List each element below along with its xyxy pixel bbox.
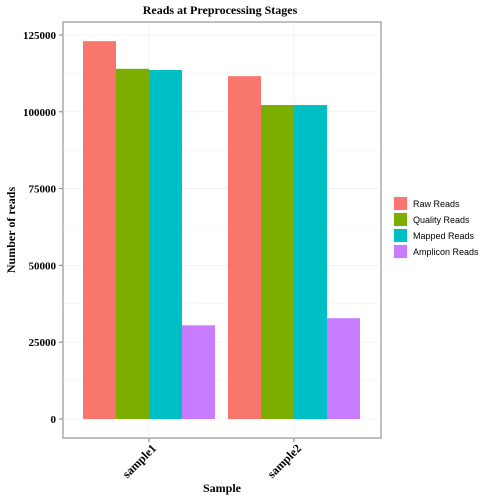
- x-axis-label: Sample: [203, 481, 242, 495]
- y-axis-label: Number of reads: [4, 187, 18, 274]
- y-tick-label: 25000: [29, 337, 57, 349]
- legend-swatch: [394, 197, 407, 210]
- y-tick-label: 75000: [29, 184, 57, 196]
- bar-mapped-reads-sample1: [149, 70, 182, 419]
- legend-label: Quality Reads: [413, 215, 470, 225]
- x-tick-label: sample2: [265, 441, 305, 481]
- legend-label: Raw Reads: [413, 199, 460, 209]
- x-tick-label: sample1: [120, 441, 160, 481]
- x-axis-ticks: sample1 sample2: [120, 438, 305, 481]
- y-tick-label: 100000: [23, 107, 57, 119]
- y-tick-label: 125000: [23, 30, 57, 42]
- legend-label: Amplicon Reads: [413, 247, 479, 257]
- bar-quality-reads-sample1: [116, 68, 149, 420]
- y-tick-label: 0: [51, 414, 57, 426]
- legend-label: Mapped Reads: [413, 231, 475, 241]
- legend-swatch: [394, 229, 407, 242]
- legend: Raw Reads Quality Reads Mapped Reads Amplic…: [392, 195, 479, 260]
- bar-mapped-reads-sample2: [294, 105, 327, 420]
- legend-swatch: [394, 213, 407, 226]
- chart-title: Reads at Preprocessing Stages: [143, 3, 298, 17]
- bar-raw-reads-sample1: [83, 41, 116, 419]
- legend-swatch: [394, 245, 407, 258]
- bars: [83, 41, 360, 420]
- bar-raw-reads-sample2: [228, 76, 261, 420]
- bar-amplicon-reads-sample1: [182, 325, 215, 419]
- bar-amplicon-reads-sample2: [327, 318, 360, 419]
- bar-quality-reads-sample2: [261, 105, 294, 420]
- y-tick-label: 50000: [29, 260, 57, 272]
- y-axis-ticks: 0 25000 50000 75000 100000 125000: [23, 30, 63, 426]
